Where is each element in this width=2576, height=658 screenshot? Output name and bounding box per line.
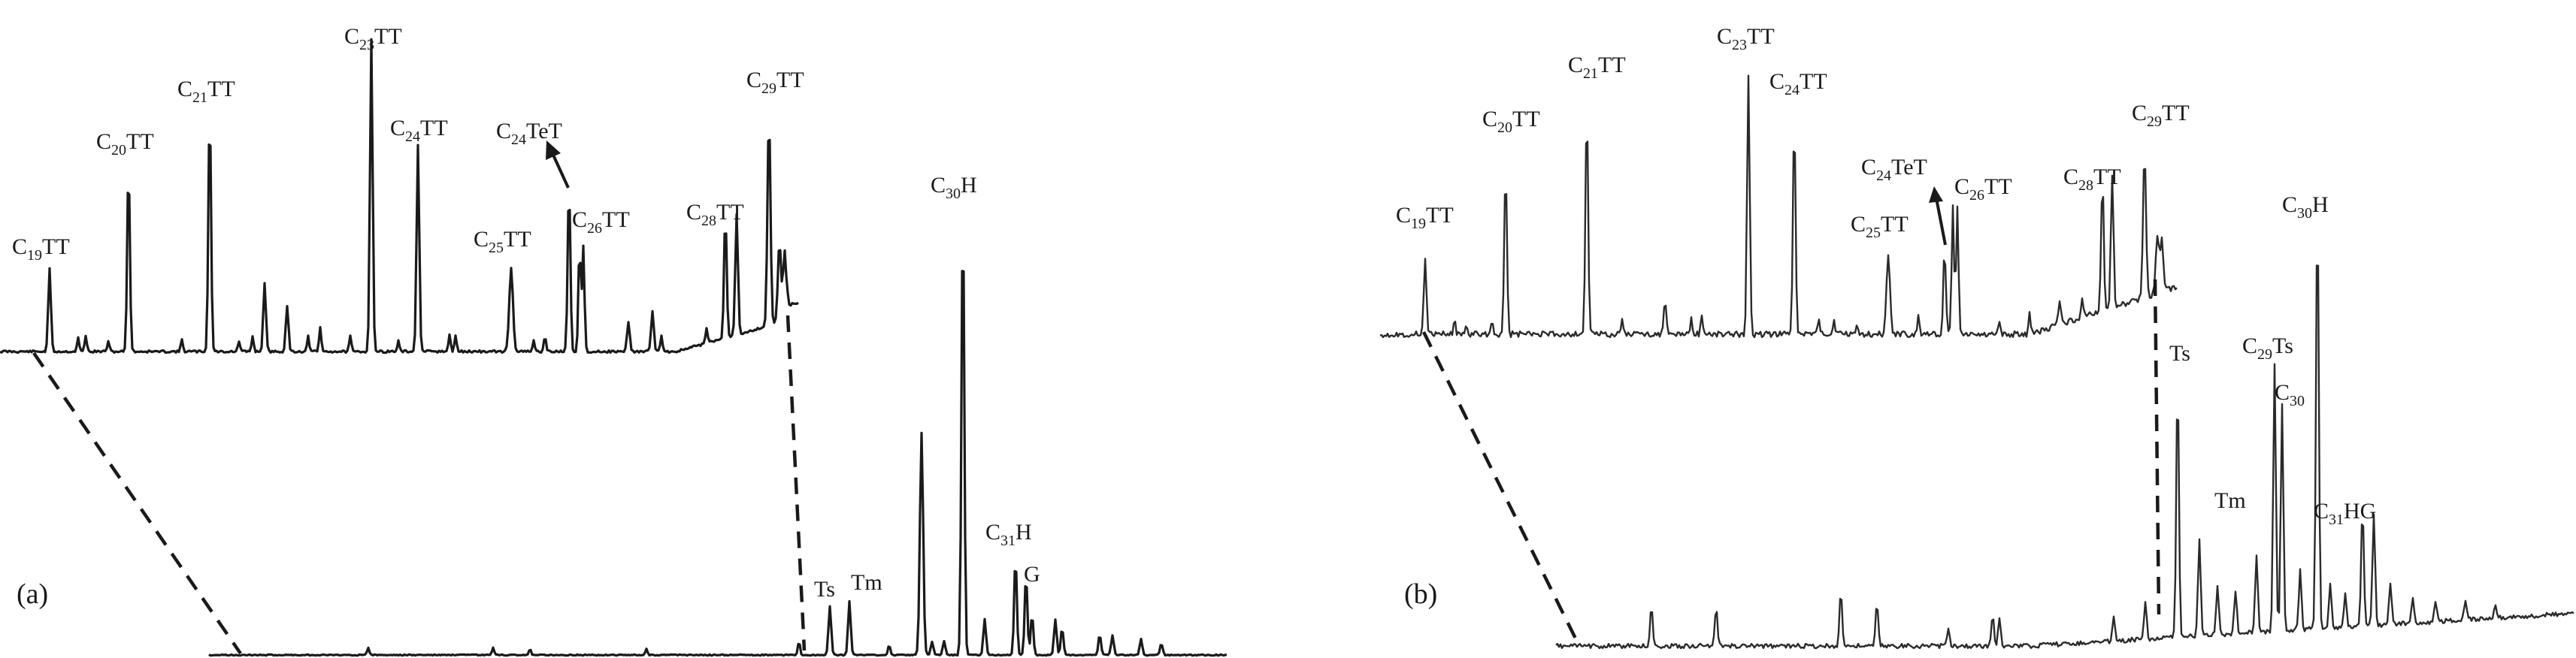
- peak-label-c21tt: C21TT: [177, 77, 235, 106]
- peak-label-c30h: C30H: [931, 173, 977, 202]
- panel-a-right-connector: [786, 315, 807, 651]
- panel-a: (a) C19TT C20TT C21TT C23TT C24TT C24TeT…: [0, 24, 1227, 657]
- panel-a-label: (a): [17, 578, 48, 610]
- panel-b-left-connector: [1421, 331, 1581, 645]
- peak-label-tm-a: Tm: [851, 570, 882, 595]
- peak-label-c19tt-b: C19TT: [1396, 203, 1454, 232]
- panel-a-main-trace: [208, 270, 1227, 657]
- peak-label-tm-b: Tm: [2214, 488, 2246, 513]
- peak-label-g-a: G: [1024, 562, 1040, 587]
- peak-label-c28tt-b: C28TT: [2063, 164, 2121, 194]
- c24tet-arrow-b: [1935, 198, 1947, 246]
- peak-label-c20tt: C20TT: [96, 129, 154, 158]
- peak-label-c29tt-b: C29TT: [2132, 101, 2190, 130]
- peak-label-c25tt: C25TT: [474, 227, 531, 256]
- peak-label-c31h: C31H: [985, 520, 1032, 549]
- peak-label-c24tet: C24TeT: [496, 119, 562, 148]
- peak-label-c31hg: C31HG: [2314, 499, 2376, 528]
- peak-label-c29tt: C29TT: [746, 68, 804, 97]
- panel-a-inset-trace: [0, 38, 799, 355]
- peak-label-c24tt: C24TT: [390, 116, 448, 145]
- panel-b-main-trace: [1555, 264, 2574, 650]
- c24tet-arrowhead-b: [1929, 186, 1943, 203]
- peak-label-c19tt: C19TT: [12, 234, 70, 264]
- panel-b-inset-trace: [1379, 74, 2178, 339]
- peak-label-c20tt-b: C20TT: [1482, 107, 1540, 136]
- peak-label-c25tt-b: C25TT: [1851, 212, 1909, 241]
- peak-label-ts-b: Ts: [2169, 341, 2190, 366]
- peak-label-c30-b: C30: [2275, 380, 2305, 409]
- peak-label-c26tt: C26TT: [572, 207, 630, 237]
- peak-label-c24tt-b: C24TT: [1769, 69, 1827, 98]
- peak-label-c24tet-b: C24TeT: [1861, 155, 1927, 184]
- panel-a-left-connector: [32, 352, 242, 655]
- peak-label-ts-a: Ts: [814, 577, 835, 602]
- peak-label-c26tt-b: C26TT: [1954, 174, 2012, 204]
- peak-label-c21tt-b: C21TT: [1568, 53, 1626, 82]
- peak-label-c23tt-b: C23TT: [1717, 24, 1775, 53]
- peak-label-c23tt: C23TT: [344, 24, 402, 53]
- peak-label-c30h-b: C30H: [2282, 192, 2329, 222]
- peak-label-c28tt: C28TT: [686, 200, 744, 229]
- panel-b-right-connector: [2153, 279, 2161, 615]
- c24tet-arrow: [550, 151, 570, 189]
- panel-b: (b) C19TT C20TT C21TT C23TT C24TT C24TeT…: [1379, 24, 2574, 650]
- panel-b-label: (b): [1404, 578, 1437, 610]
- peak-label-c29ts: C29Ts: [2242, 334, 2293, 363]
- c24tet-arrowhead: [546, 140, 561, 160]
